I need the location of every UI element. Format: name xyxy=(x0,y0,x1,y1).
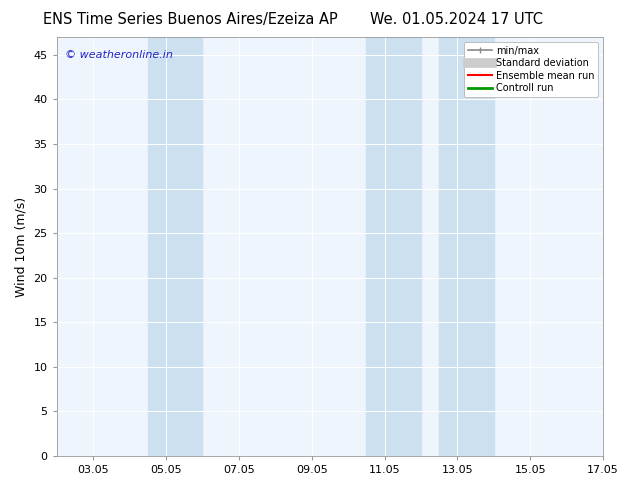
Text: We. 01.05.2024 17 UTC: We. 01.05.2024 17 UTC xyxy=(370,12,543,27)
Legend: min/max, Standard deviation, Ensemble mean run, Controll run: min/max, Standard deviation, Ensemble me… xyxy=(464,42,598,97)
Bar xyxy=(366,37,421,456)
Text: © weatheronline.in: © weatheronline.in xyxy=(65,49,173,60)
Y-axis label: Wind 10m (m/s): Wind 10m (m/s) xyxy=(15,196,28,296)
Text: ENS Time Series Buenos Aires/Ezeiza AP: ENS Time Series Buenos Aires/Ezeiza AP xyxy=(43,12,337,27)
Bar xyxy=(148,37,202,456)
Bar xyxy=(439,37,494,456)
